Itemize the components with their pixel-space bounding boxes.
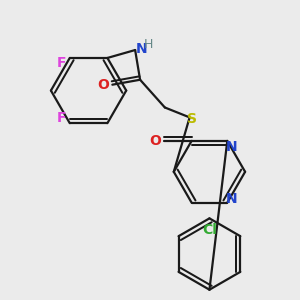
Text: H: H bbox=[143, 38, 153, 51]
Text: N: N bbox=[136, 42, 148, 56]
Text: S: S bbox=[187, 112, 196, 126]
Text: O: O bbox=[149, 134, 161, 148]
Text: Cl: Cl bbox=[202, 223, 217, 237]
Text: F: F bbox=[57, 56, 67, 70]
Text: N: N bbox=[225, 140, 237, 154]
Text: F: F bbox=[57, 111, 67, 125]
Text: O: O bbox=[98, 78, 110, 92]
Text: N: N bbox=[225, 192, 237, 206]
